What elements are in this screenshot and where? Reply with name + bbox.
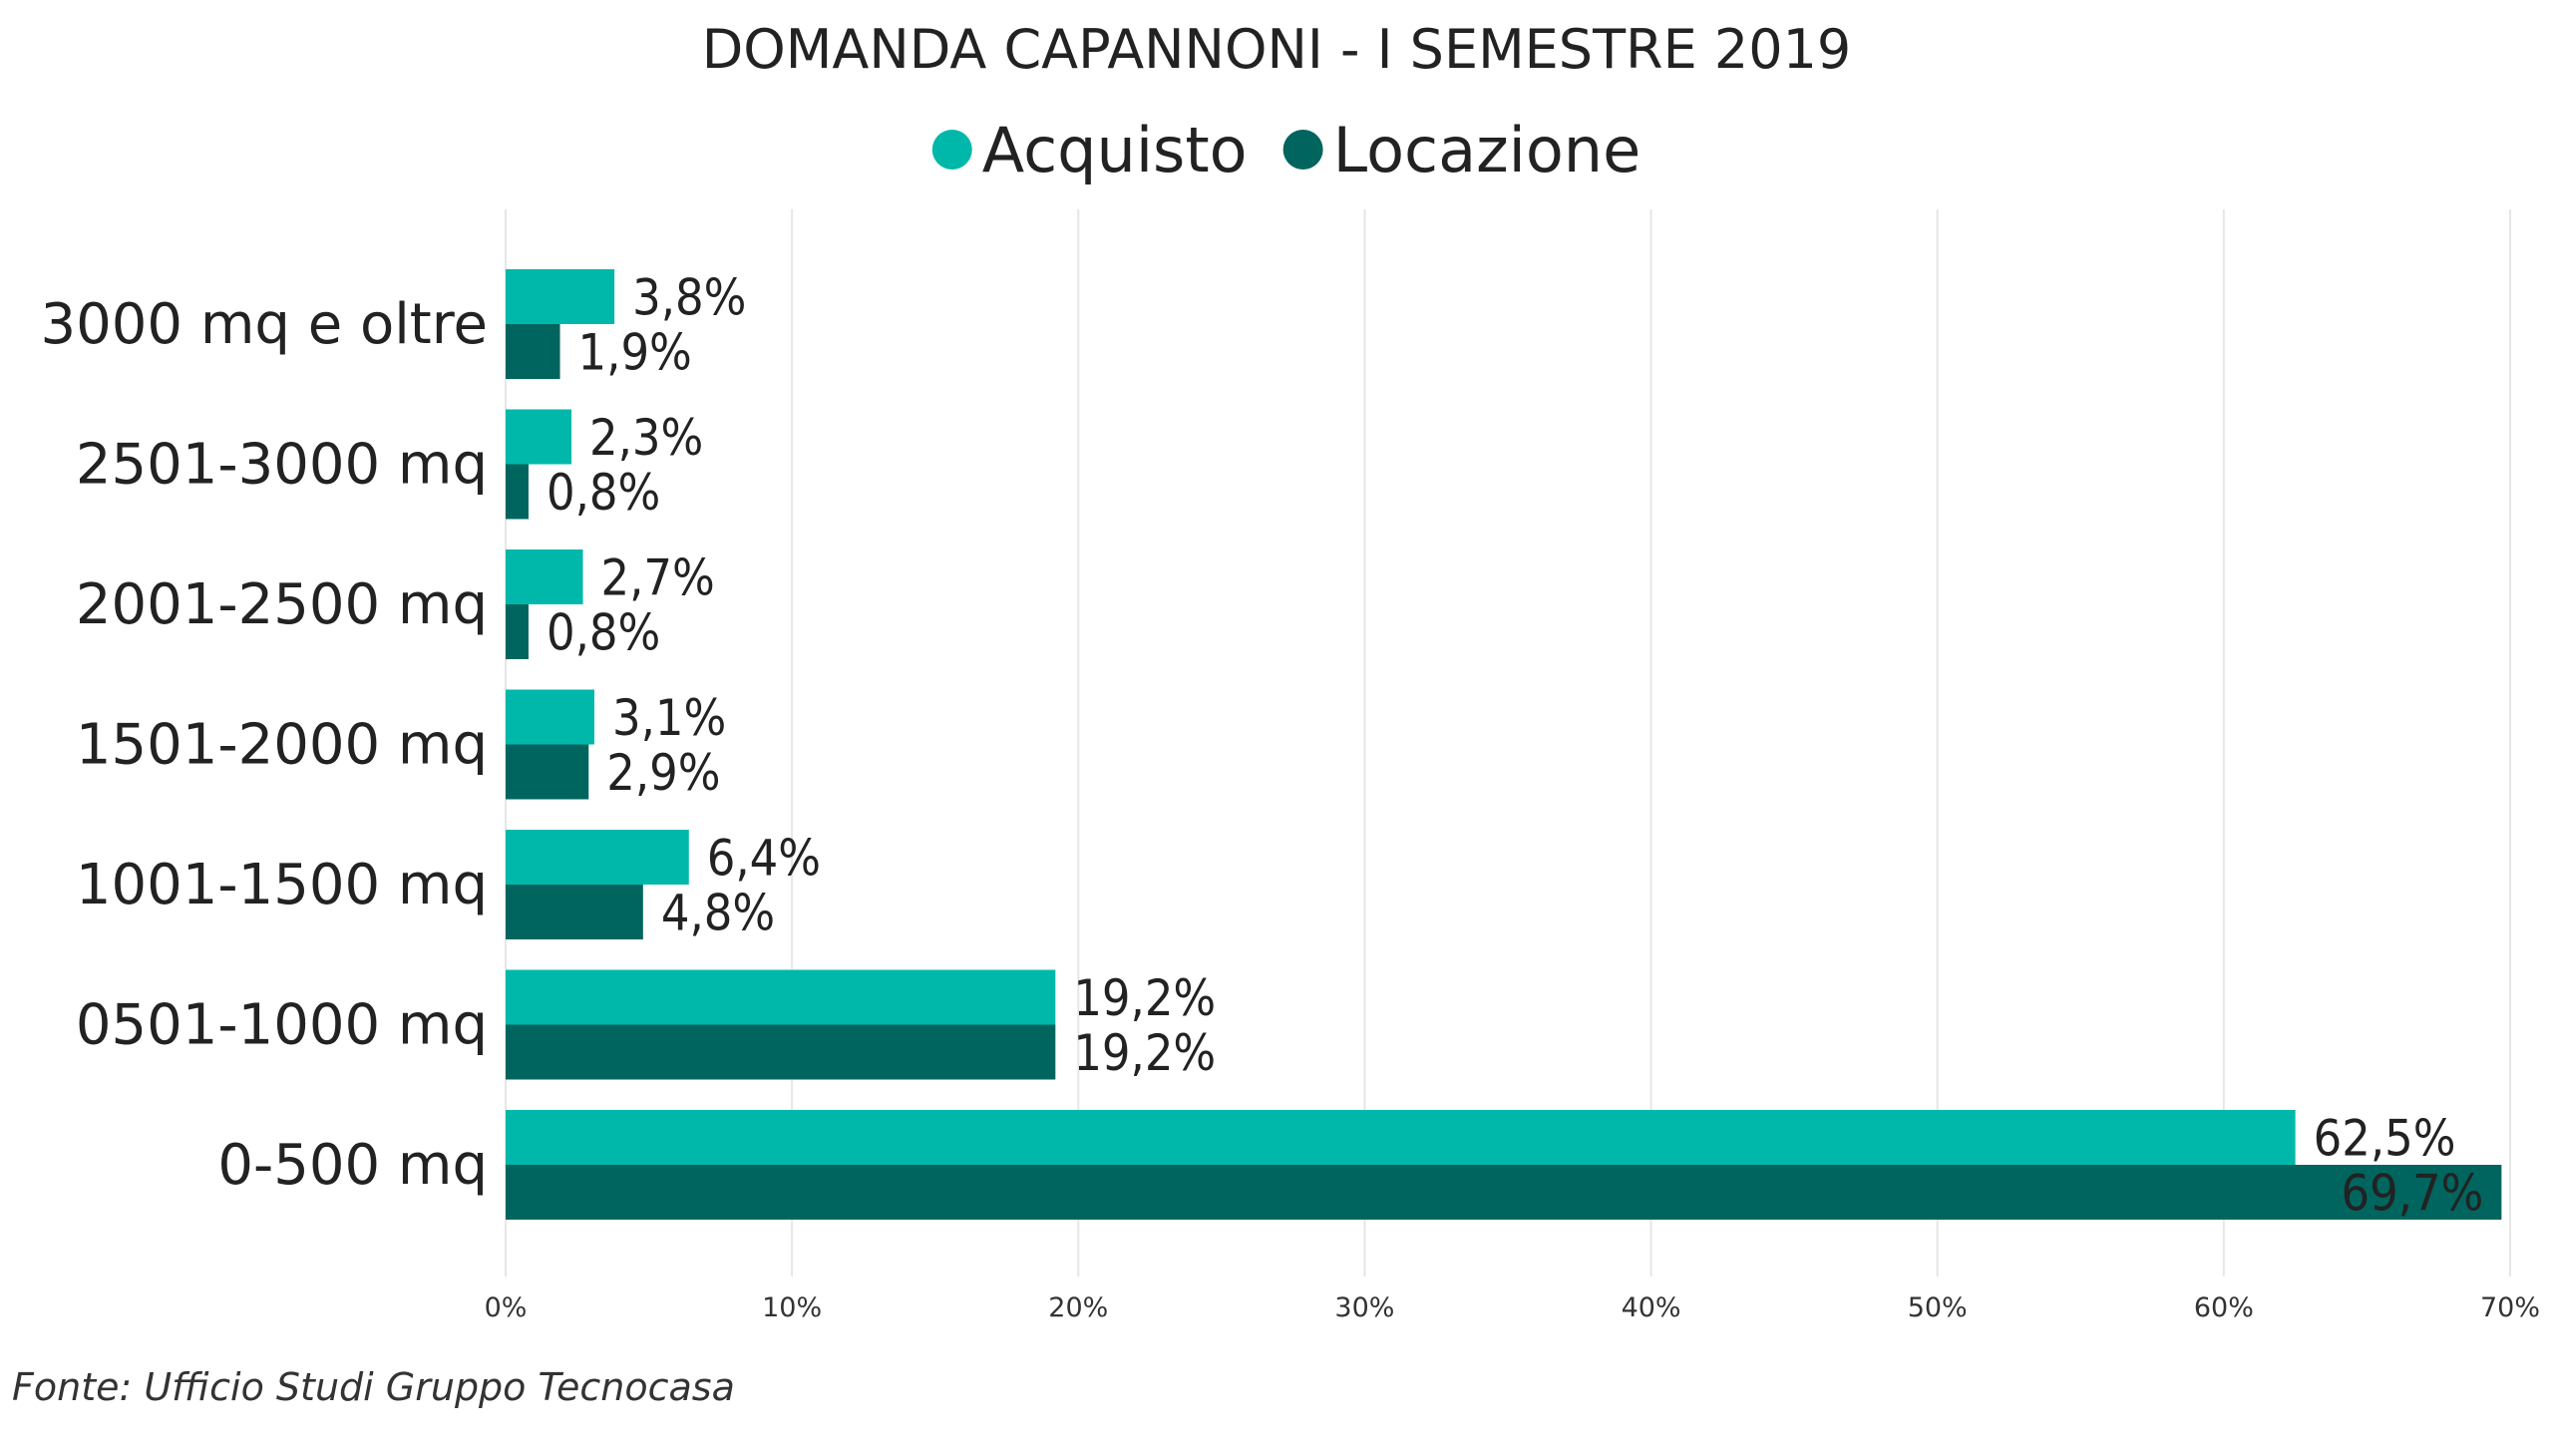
x-tick-label: 30% bbox=[1334, 1292, 1394, 1323]
bar-acquisto bbox=[506, 969, 1056, 1025]
x-tick-label: 40% bbox=[1622, 1292, 1681, 1323]
legend-marker bbox=[931, 130, 972, 170]
x-tick-label: 50% bbox=[1908, 1292, 1968, 1323]
data-label: 3,8% bbox=[632, 269, 746, 327]
gridlines bbox=[505, 209, 2511, 1276]
bar-locazione bbox=[506, 885, 643, 939]
data-label: 0,8% bbox=[547, 604, 660, 662]
x-tick-label: 70% bbox=[2480, 1292, 2540, 1323]
value-labels: 3,8%1,9%2,3%0,8%2,7%0,8%3,1%2,9%6,4%4,8%… bbox=[547, 269, 2483, 1223]
chart-title: DOMANDA CAPANNONI - I SEMESTRE 2019 bbox=[702, 18, 1852, 81]
x-tick-label: 20% bbox=[1048, 1292, 1108, 1323]
data-label: 69,7% bbox=[2342, 1165, 2484, 1223]
bar-locazione bbox=[506, 1165, 2502, 1220]
legend-item-locazione: Locazione bbox=[1282, 114, 1641, 186]
bar-locazione bbox=[506, 464, 529, 520]
category-label: 0-500 mq bbox=[217, 1133, 488, 1198]
legend-marker bbox=[1282, 130, 1323, 170]
data-label: 2,7% bbox=[601, 549, 715, 607]
legend: Acquisto Locazione bbox=[931, 114, 1641, 186]
bars bbox=[506, 269, 2502, 1220]
data-label: 4,8% bbox=[661, 885, 775, 942]
bar-acquisto bbox=[506, 1110, 2296, 1165]
x-tick-label: 10% bbox=[762, 1292, 822, 1323]
data-label: 19,2% bbox=[1073, 1024, 1216, 1082]
x-tick-label: 60% bbox=[2194, 1292, 2254, 1323]
category-label: 3000 mq e oltre bbox=[41, 292, 489, 357]
category-label: 2001-2500 mq bbox=[76, 572, 488, 637]
data-label: 0,8% bbox=[547, 464, 660, 522]
category-label: 2501-3000 mq bbox=[76, 433, 488, 498]
data-label: 2,9% bbox=[606, 744, 720, 802]
bar-locazione bbox=[506, 1024, 1056, 1080]
bar-locazione bbox=[506, 324, 560, 379]
bar-locazione bbox=[506, 604, 529, 659]
bar-acquisto bbox=[506, 689, 595, 745]
data-label: 19,2% bbox=[1073, 969, 1216, 1027]
x-axis-ticks: 0% 10% 20% 30% 40% 50% 60% 70% bbox=[485, 1292, 2540, 1323]
data-label: 62,5% bbox=[2314, 1110, 2456, 1168]
legend-label: Locazione bbox=[1333, 114, 1641, 186]
bar-acquisto bbox=[506, 549, 583, 604]
bar-acquisto bbox=[506, 830, 689, 885]
legend-label: Acquisto bbox=[982, 114, 1248, 186]
data-label: 1,9% bbox=[578, 324, 692, 382]
category-label: 1501-2000 mq bbox=[76, 713, 488, 778]
category-label: 0501-1000 mq bbox=[76, 993, 488, 1058]
data-label: 6,4% bbox=[707, 830, 821, 888]
data-label: 3,1% bbox=[612, 689, 726, 747]
bar-locazione bbox=[506, 744, 589, 800]
category-label: 1001-1500 mq bbox=[76, 853, 488, 917]
bar-acquisto bbox=[506, 269, 615, 324]
category-labels: 3000 mq e oltre 2501-3000 mq 2001-2500 mq 1… bbox=[41, 292, 489, 1198]
bar-acquisto bbox=[506, 409, 572, 465]
x-tick-label: 0% bbox=[485, 1292, 528, 1323]
source-note: Fonte: Ufficio Studi Gruppo Tecnocasa bbox=[12, 1365, 735, 1409]
legend-item-acquisto: Acquisto bbox=[931, 114, 1248, 186]
data-label: 2,3% bbox=[589, 409, 703, 467]
